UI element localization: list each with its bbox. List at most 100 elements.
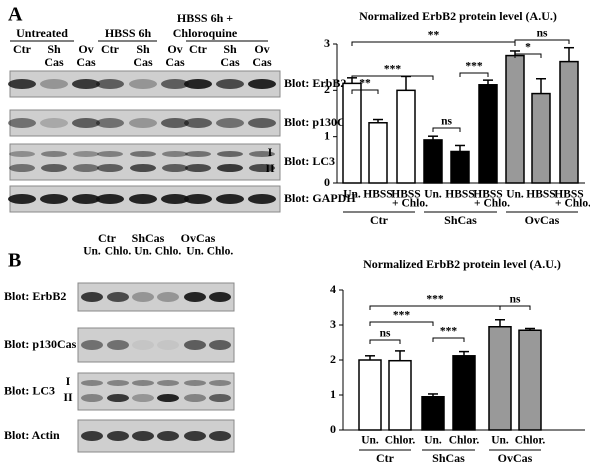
blot-label: Blot: ErbB2 [4, 289, 66, 303]
lane-label: Ov [254, 42, 269, 56]
blot-band [97, 164, 123, 172]
blot-label: Blot: GAPDH [284, 191, 356, 205]
lane-label: Ctr [189, 42, 208, 56]
group-label: ShCas [432, 451, 465, 463]
blot-header: Untreated [16, 26, 68, 40]
significance-label: *** [384, 64, 402, 76]
group-label: Ctr [370, 213, 389, 227]
significance-bracket [514, 53, 542, 58]
significance-label: ns [510, 294, 521, 306]
blot-band [132, 431, 154, 441]
lane-label: Cas [165, 55, 185, 69]
blot-band [217, 151, 243, 157]
lane-label: Ov [167, 42, 182, 56]
blot-band [107, 340, 129, 350]
x-tick-label: HBSS [473, 189, 502, 201]
blot-band [41, 164, 67, 172]
blot-band [107, 292, 129, 302]
blot-band [184, 380, 206, 386]
blot-band [184, 79, 212, 89]
significance-bracket [432, 127, 461, 132]
blot-band [248, 194, 276, 204]
blot-band [209, 431, 231, 441]
blot-band [248, 118, 276, 128]
blot-band [9, 151, 35, 157]
blot-band [81, 340, 103, 350]
significance-bracket [432, 337, 465, 342]
blot-band [184, 292, 206, 302]
x-tick-label: HBSS [391, 189, 420, 201]
group-label: Ctr [98, 231, 117, 245]
blot-band [184, 394, 206, 402]
blot-band [130, 151, 156, 157]
group-label: Ctr [376, 451, 395, 463]
lane-label: Sh [47, 42, 61, 56]
blot-band [157, 394, 179, 402]
blot-band [40, 194, 68, 204]
lane-label: Chlo. [155, 246, 182, 258]
significance-label: ns [380, 328, 391, 340]
blot-band [96, 79, 124, 89]
blot-band [248, 79, 276, 89]
bar [531, 92, 551, 184]
blot-band [107, 380, 129, 386]
significance-bracket [459, 72, 489, 77]
blot-band [72, 194, 100, 204]
y-tick-label: 3 [330, 317, 336, 331]
significance-bracket [514, 39, 570, 44]
significance-label: *** [393, 310, 411, 322]
blot-band [249, 151, 275, 157]
band-label: I [66, 374, 71, 388]
bar [559, 60, 579, 184]
blot-band [72, 118, 100, 128]
blot-band [81, 394, 103, 402]
bar [452, 355, 476, 431]
panel-label: A [8, 4, 23, 26]
y-tick-label: 0 [330, 422, 336, 436]
blot-band [97, 151, 123, 157]
x-tick-label: Un. [506, 189, 524, 201]
blot-band [132, 292, 154, 302]
blot-band [81, 380, 103, 386]
bar [388, 359, 412, 431]
blot-band [157, 340, 179, 350]
lane-label: Ctr [101, 42, 120, 56]
blot-band [209, 394, 231, 402]
blot-band [249, 164, 275, 172]
x-tick-label: Un. [424, 435, 442, 447]
x-tick-label: Chlor. [449, 435, 480, 447]
blot-band [107, 431, 129, 441]
blot-header: Chloroquine [173, 26, 238, 40]
blot-band [161, 194, 189, 204]
blot-band [209, 380, 231, 386]
x-tick-label: HBSS [445, 189, 474, 201]
band-label: I [268, 145, 273, 159]
blot-label: Blot: Actin [4, 428, 60, 442]
bar [488, 326, 512, 431]
blot-band [130, 164, 156, 172]
panel-label: B [8, 250, 21, 272]
x-tick-label: Un. [491, 435, 509, 447]
blot-band [185, 151, 211, 157]
blot-label: Blot: LC3 [4, 383, 55, 397]
lane-label: Sh [136, 42, 150, 56]
significance-bracket [369, 339, 401, 344]
significance-bracket [351, 41, 516, 46]
x-tick-label: Chlor. [515, 435, 546, 447]
x-tick-label: HBSS [363, 189, 392, 201]
lane-label: Ov [78, 42, 93, 56]
blot-band [184, 194, 212, 204]
significance-label: *** [426, 294, 444, 306]
blot-band [157, 380, 179, 386]
group-label: OvCas [181, 231, 216, 245]
blot-band [8, 194, 36, 204]
chart-title: Normalized ErbB2 protein level (A.U.) [363, 257, 561, 271]
bar [450, 150, 470, 184]
blot-strip [77, 327, 235, 363]
group-label: ShCas [132, 231, 165, 245]
blot-header: HBSS 6h [105, 26, 152, 40]
bar [358, 359, 382, 431]
x-tick-label: Un. [343, 189, 361, 201]
significance-bracket [351, 75, 434, 80]
